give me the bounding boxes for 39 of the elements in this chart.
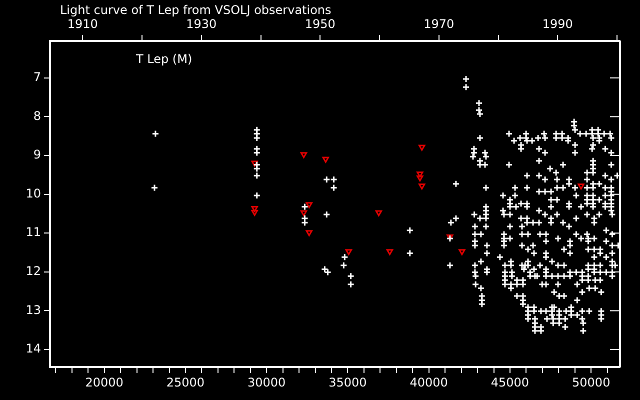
point	[322, 156, 330, 163]
x-tick-label: 40000	[410, 375, 448, 390]
y-tick-label: 11	[26, 225, 41, 240]
point	[300, 152, 308, 158]
x2-tick-label: 1970	[424, 16, 454, 31]
x2-tick-label: 1950	[304, 16, 336, 31]
point	[418, 184, 426, 190]
point	[416, 175, 424, 182]
point	[306, 202, 312, 208]
x-tick-label: 50000	[572, 375, 610, 390]
point	[375, 210, 382, 216]
y-tick-label: 14	[26, 342, 41, 356]
y-tick-label: 8	[33, 108, 41, 123]
y-tick-label: 12	[26, 264, 41, 278]
x-tick-label: 25000	[166, 375, 205, 390]
y-tick-label: 9	[33, 148, 41, 162]
x-tick-label: 35000	[328, 375, 367, 390]
y-tick-label: 10	[26, 186, 41, 200]
point	[458, 249, 466, 256]
y-tick-label: 13	[26, 302, 41, 317]
x-tick-label: 45000	[490, 375, 530, 390]
point	[306, 230, 312, 236]
annotation: T Lep (M)	[135, 52, 192, 66]
point	[416, 171, 424, 178]
point	[345, 249, 352, 256]
x-tick-label: 20000	[85, 375, 124, 390]
point	[251, 160, 258, 167]
point	[578, 184, 584, 190]
point	[386, 249, 394, 256]
point	[418, 144, 426, 151]
point	[251, 210, 258, 216]
x2-tick-label: 1990	[542, 16, 573, 31]
x2-tick-label: 1910	[67, 16, 98, 31]
y-tick-label: 7	[33, 70, 41, 84]
x2-tick-label: 1930	[186, 16, 217, 31]
x-tick-label: 30000	[248, 375, 286, 390]
point	[300, 210, 308, 216]
point	[251, 206, 258, 212]
chart-title: Light curve of T Lep from VSOLJ observations	[60, 3, 332, 18]
